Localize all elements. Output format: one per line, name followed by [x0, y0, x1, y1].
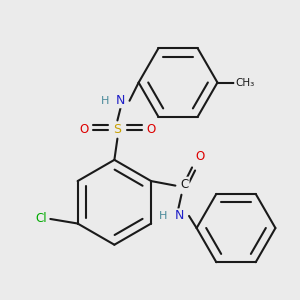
Text: H: H [159, 211, 167, 221]
Text: O: O [146, 123, 155, 136]
Text: C: C [180, 178, 189, 190]
Text: O: O [195, 150, 204, 163]
Text: H: H [101, 96, 110, 106]
Text: CH₃: CH₃ [235, 77, 254, 88]
Text: N: N [116, 94, 125, 107]
Text: S: S [113, 123, 122, 136]
Text: O: O [80, 123, 89, 136]
Text: N: N [175, 209, 184, 222]
Text: Cl: Cl [35, 212, 47, 226]
